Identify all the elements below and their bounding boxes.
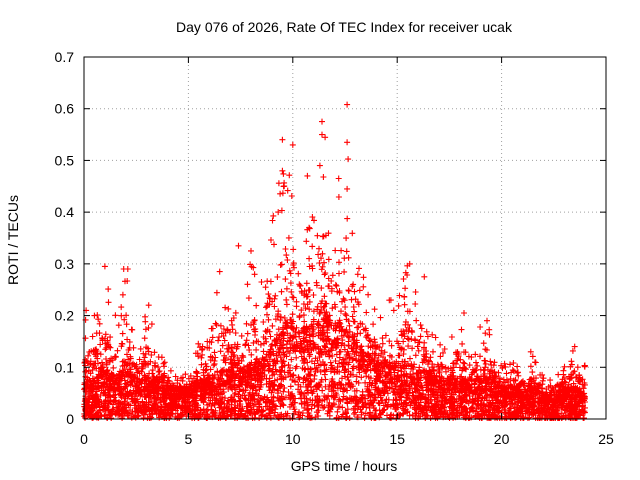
y-axis-label: ROTI / TECUs <box>5 195 21 285</box>
x-tick-label: 10 <box>285 431 301 447</box>
plot-frame <box>83 56 607 420</box>
y-tick-label: 0.3 <box>55 256 75 272</box>
y-tick-label: 0.6 <box>55 101 75 117</box>
y-tick-label: 0.1 <box>55 359 75 375</box>
y-tick-labels: 0 0.1 0.2 0.3 0.4 0.5 0.6 0.7 <box>55 49 75 427</box>
x-tick-label: 5 <box>185 431 193 447</box>
scatter-markers <box>81 101 588 421</box>
x-tick-labels: 0 5 10 15 20 25 <box>80 431 614 447</box>
y-tick-label: 0.5 <box>55 152 75 168</box>
x-axis-label: GPS time / hours <box>291 458 398 474</box>
y-tick-label: 0 <box>66 411 74 427</box>
y-tick-label: 0.2 <box>55 308 75 324</box>
chart-title: Day 076 of 2026, Rate Of TEC Index for r… <box>176 19 513 35</box>
x-tick-label: 20 <box>494 431 510 447</box>
x-tick-label: 25 <box>598 431 614 447</box>
x-tick-label: 0 <box>80 431 88 447</box>
tick-marks <box>83 56 607 420</box>
x-tick-label: 15 <box>389 431 405 447</box>
data-points <box>81 101 588 421</box>
y-tick-label: 0.7 <box>55 49 75 65</box>
y-tick-label: 0.4 <box>55 204 75 220</box>
